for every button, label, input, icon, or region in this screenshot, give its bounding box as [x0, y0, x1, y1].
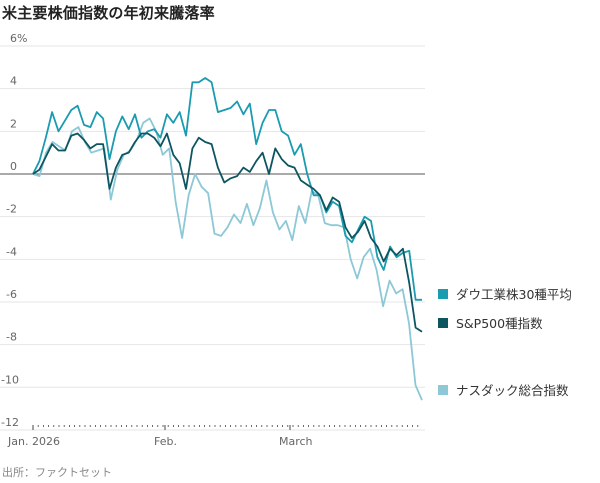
legend-swatch-sp500	[438, 317, 448, 328]
y-tick-label: 2	[10, 117, 17, 130]
y-tick-label: 6%	[10, 32, 27, 45]
x-tick-label: March	[279, 435, 313, 448]
y-tick-label: 0	[10, 160, 17, 173]
legend-item-nasdaq: ナスダック総合指数	[438, 380, 569, 399]
sp500-line	[32, 132, 423, 333]
source-note: 出所：ファクトセット	[2, 466, 112, 479]
y-tick-label: 4	[10, 75, 17, 88]
dow-line	[32, 77, 422, 301]
y-tick-label: -2	[6, 203, 17, 216]
x-tick-label: Feb.	[154, 435, 177, 448]
y-tick-label: -4	[6, 245, 17, 258]
legend-label-sp500: S&P500種指数	[456, 316, 543, 331]
y-tick-label: -8	[6, 331, 17, 344]
legend-label-dow: ダウ工業株30種平均	[456, 287, 572, 302]
legend-swatch-nasdaq	[438, 384, 448, 395]
nasdaq-line	[32, 117, 423, 401]
x-tick-label: Jan. 2026	[7, 435, 60, 448]
y-tick-label: -6	[6, 288, 17, 301]
chart-title: 米主要株価指数の年初来騰落率	[2, 4, 215, 22]
legend-swatch-dow	[438, 288, 448, 299]
legend-item-dow: ダウ工業株30種平均	[438, 284, 572, 303]
legend-label-nasdaq: ナスダック総合指数	[456, 383, 569, 398]
legend-item-sp500: S&P500種指数	[438, 313, 543, 332]
y-tick-label: -10	[1, 373, 19, 386]
y-tick-label: -12	[1, 416, 19, 429]
